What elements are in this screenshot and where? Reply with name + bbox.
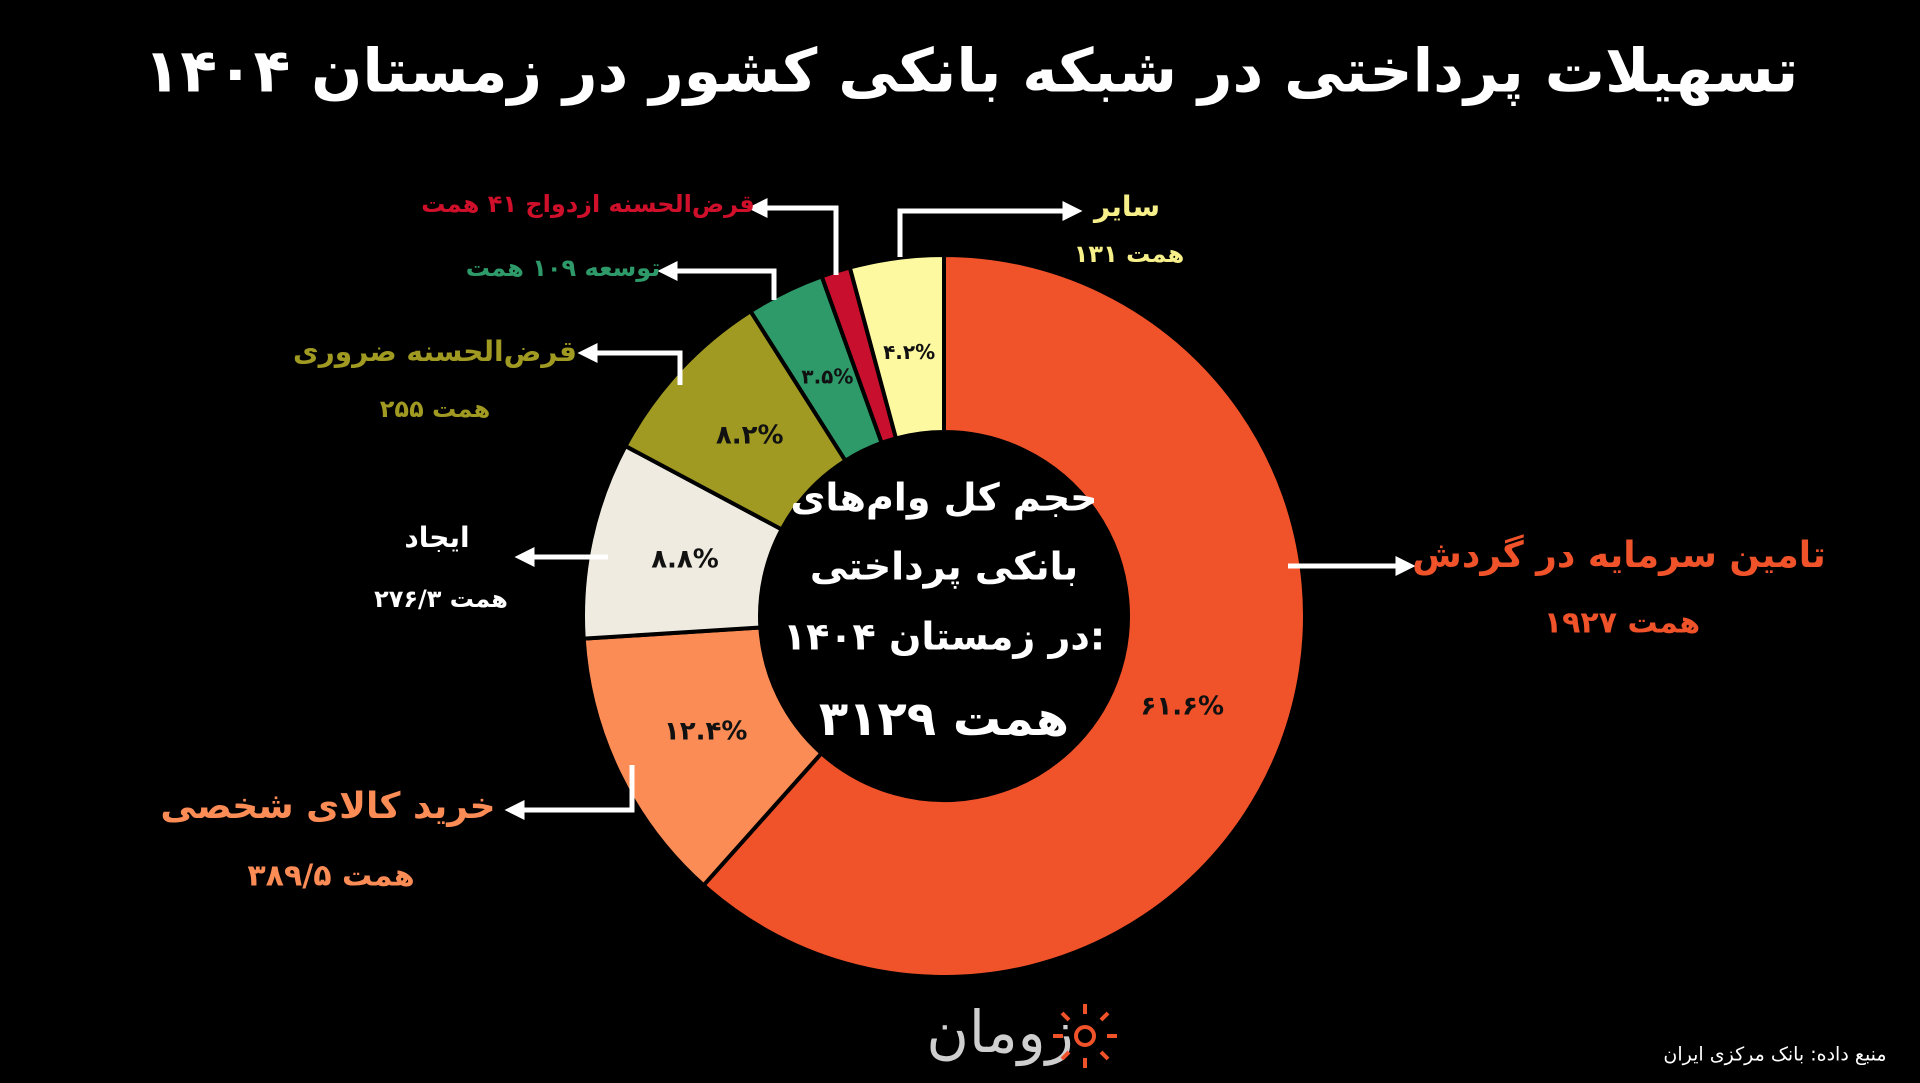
center-label: در زمستان ۱۴۰۴:: [783, 615, 1105, 659]
leader-arrow: [897, 201, 1083, 257]
logo-text: زومان: [926, 998, 1073, 1067]
value-label: ۳.۵%: [801, 365, 853, 389]
logo: زومان: [926, 998, 1117, 1068]
amount-label: ۳۸۹/۵ همت: [247, 859, 414, 894]
center-label: ۳۱۲۹ همت: [819, 691, 1069, 747]
legend-label: قرض‌الحسنه ازدواج ۴۱ همت: [421, 190, 755, 218]
logo-icon: [1053, 1004, 1117, 1068]
donut: [581, 252, 1307, 979]
value-label: ۱۲.۴%: [664, 716, 748, 746]
amount-label: ۱۳۱ همت: [1074, 240, 1184, 268]
value-label: ۸.۸%: [651, 544, 719, 574]
center-label: بانکی پرداختی: [810, 545, 1078, 589]
value-label: ۶۱.۶%: [1140, 691, 1224, 721]
value-label: ۸.۲%: [716, 420, 784, 450]
center-label: حجم کل وام‌های: [791, 476, 1098, 521]
legend-label: توسعه ۱۰۹ همت: [466, 254, 661, 282]
donut-hole: [760, 432, 1128, 800]
logo-icon: [1074, 1025, 1096, 1047]
leader-arrow: [657, 261, 777, 300]
chart-title: تسهیلات پرداختی در شبکه بانکی کشور در زم…: [144, 37, 1798, 107]
amount-label: ۲۷۶/۳ همت: [374, 585, 508, 613]
leader-arrow: [747, 198, 839, 275]
leader-arrow: [504, 765, 635, 820]
legend-label: سایر: [1092, 190, 1160, 223]
source-note: منبع داده: بانک مرکزی ایران: [1663, 1044, 1886, 1066]
leader-arrow: [577, 343, 683, 385]
amount-label: ۲۵۵ همت: [380, 395, 490, 423]
value-label: ۴.۲%: [883, 340, 935, 364]
amount-label: ۱۹۲۷ همت: [1544, 606, 1700, 641]
legend-label: تامین سرمایه در گردش: [1412, 534, 1826, 576]
legend-label: قرض‌الحسنه ضروری: [293, 335, 577, 368]
legend-label: ایجاد: [404, 521, 469, 554]
legend-label: خرید کالای شخصی: [160, 786, 495, 827]
